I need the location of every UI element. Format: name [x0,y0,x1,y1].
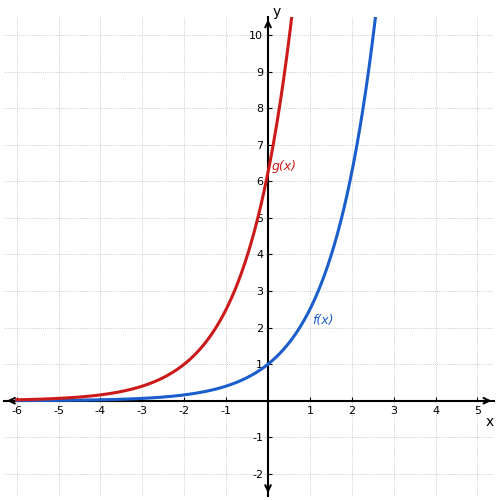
Text: y: y [273,4,281,18]
Text: f(x): f(x) [312,314,334,327]
Text: x: x [486,416,494,430]
Text: g(x): g(x) [272,160,296,173]
